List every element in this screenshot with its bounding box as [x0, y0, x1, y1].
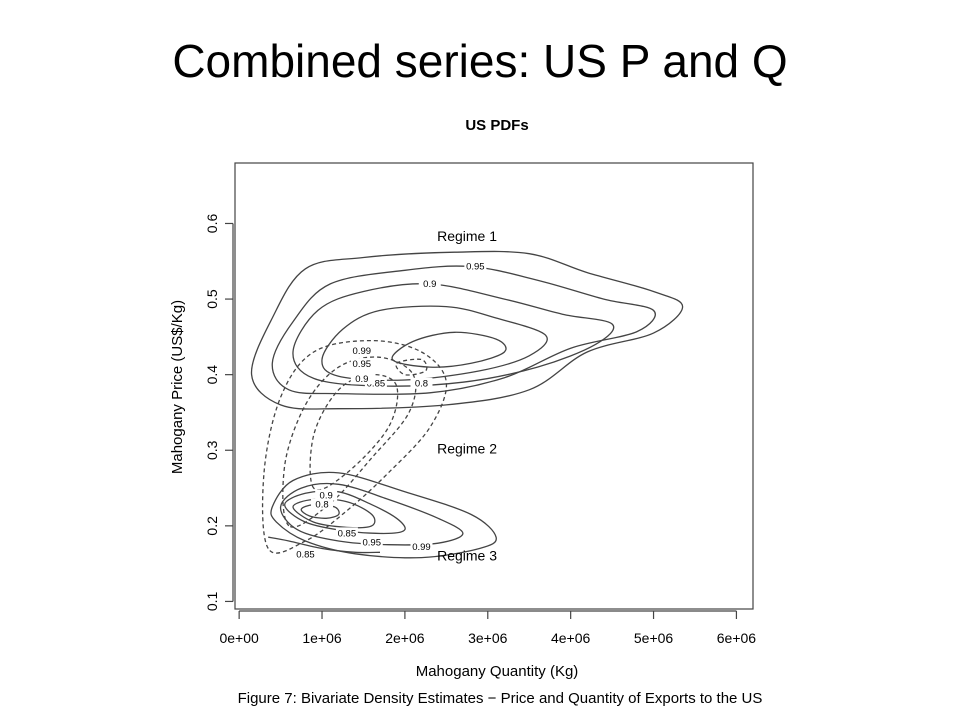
contour-level-label: 0.99: [412, 542, 431, 553]
contour-label-bg: [311, 498, 334, 510]
x-tick-label: 3e+06: [468, 630, 508, 646]
contour-line-regime1: [271, 265, 656, 396]
y-tick-label: 0.2: [204, 516, 220, 536]
contour-label-bg: [364, 377, 387, 389]
contour-line-regime1: [250, 250, 684, 410]
x-tick-label: 0e+00: [219, 630, 259, 646]
x-tick-label: 4e+06: [551, 630, 591, 646]
contour-line-regime3: [268, 536, 381, 554]
plot-frame: [234, 162, 754, 610]
contour-label-bg: [350, 373, 373, 385]
contour-line-regime3: [270, 471, 497, 559]
y-tick-label: 0.5: [204, 289, 220, 309]
contour-label-bg: [360, 536, 383, 548]
contour-label-bg: [410, 541, 433, 553]
x-tick-label: 5e+06: [634, 630, 674, 646]
contour-level-label: 0.95: [363, 537, 382, 548]
contour-label-bg: [350, 345, 373, 357]
contour-line-regime2: [395, 358, 428, 376]
contour-level-label: 0.95: [353, 359, 372, 370]
contour-level-label: 0.99: [353, 346, 372, 357]
x-tick-label: 6e+06: [717, 630, 757, 646]
y-tick-label: 0.4: [204, 365, 220, 385]
contour-level-label: 0.8: [315, 500, 328, 511]
contour-level-label: 0.85: [367, 379, 386, 390]
contour-label-bg: [294, 548, 317, 560]
y-tick-label: 0.3: [204, 440, 220, 460]
contour-level-label: 0.9: [320, 491, 333, 502]
y-axis: 0.1 0.2 0.3 0.4 0.5 0.6: [204, 214, 234, 611]
contour-level-label: 0.85: [296, 550, 315, 561]
contour-label-bg: [410, 377, 433, 389]
contour-line-regime1: [292, 283, 615, 387]
chart-title: US PDFs: [465, 117, 528, 134]
slide-title: Combined series: US P and Q: [172, 35, 788, 87]
figure-caption: Figure 7: Bivariate Density Estimates − …: [237, 690, 763, 707]
x-axis: 0e+00 1e+06 2e+06 3e+06 4e+06 5e+06 6e+06: [219, 610, 757, 646]
contour-lines: [250, 250, 684, 559]
contour-label-bg: [350, 358, 373, 370]
contour-label-bg: [335, 527, 358, 539]
y-tick-label: 0.6: [204, 214, 220, 234]
x-axis-label: Mahogany Quantity (Kg): [416, 663, 579, 680]
contour-label-bg: [464, 260, 487, 272]
regime-label: Regime 1: [437, 228, 497, 244]
contour-line-regime1: [391, 331, 507, 368]
contour-line-regime3: [279, 482, 464, 546]
contour-label-bg: [418, 277, 441, 289]
y-tick-label: 0.1: [204, 591, 220, 611]
x-tick-label: 2e+06: [385, 630, 425, 646]
y-axis-label: Mahogany Price (US$/Kg): [169, 300, 186, 474]
contour-level-label: 0.9: [423, 279, 436, 290]
contour-level-label: 0.95: [466, 262, 485, 273]
regime-label: Regime 2: [437, 440, 497, 456]
contour-line-regime2: [261, 339, 448, 554]
contour-level-label: 0.8: [415, 379, 428, 390]
regime-label: Regime 3: [437, 548, 497, 564]
contour-line-regime2: [282, 356, 417, 528]
contour-level-label: 0.85: [338, 528, 357, 539]
contour-line-regime2: [309, 373, 399, 491]
contour-label-bg: [315, 489, 338, 501]
x-tick-label: 1e+06: [302, 630, 342, 646]
contour-chart: US PDFs 0e+00 1e+06 2e+06 3e+06 4e+06 5e+06 6e…: [169, 117, 757, 680]
contour-level-label: 0.9: [355, 374, 368, 385]
